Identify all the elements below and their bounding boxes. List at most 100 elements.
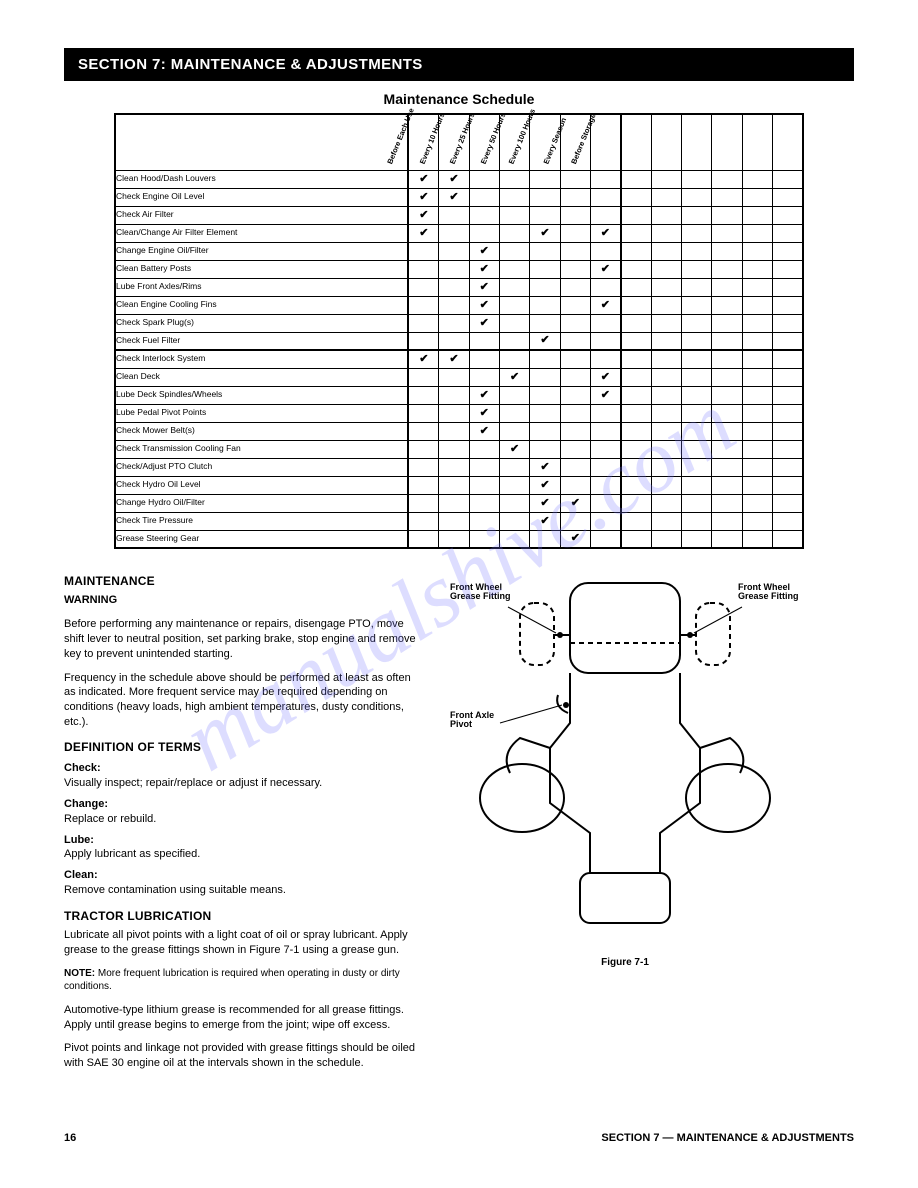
- check-cell: [712, 386, 742, 404]
- check-cell: [742, 170, 772, 188]
- item-label-cell: Clean Engine Cooling Fins: [115, 296, 408, 314]
- check-cell: [408, 440, 438, 458]
- table-head: Before Each UseEvery 10 HoursEvery 25 Ho…: [115, 114, 803, 170]
- check-cell: [560, 188, 590, 206]
- check-cell: [530, 242, 560, 260]
- check-cell: [530, 314, 560, 332]
- check-cell: [499, 242, 529, 260]
- check-cell: [408, 368, 438, 386]
- check-cell: [712, 224, 742, 242]
- check-cell: [773, 170, 803, 188]
- check-cell: [651, 494, 681, 512]
- table-row: Grease Steering Gear✔: [115, 530, 803, 548]
- check-cell: ✔: [469, 260, 499, 278]
- section-header-bar: SECTION 7: MAINTENANCE & ADJUSTMENTS: [64, 48, 854, 81]
- check-cell: ✔: [469, 404, 499, 422]
- check-cell: [742, 260, 772, 278]
- check-cell: [773, 368, 803, 386]
- check-cell: [773, 350, 803, 368]
- checkmark-icon: ✔: [480, 299, 489, 312]
- check-cell: [621, 206, 651, 224]
- check-cell: [408, 476, 438, 494]
- check-cell: [682, 170, 712, 188]
- check-cell: ✔: [530, 458, 560, 476]
- check-cell: [469, 206, 499, 224]
- check-cell: ✔: [560, 530, 590, 548]
- col-head: [773, 114, 803, 170]
- check-cell: [621, 224, 651, 242]
- check-cell: [560, 206, 590, 224]
- check-cell: [682, 494, 712, 512]
- check-cell: [560, 350, 590, 368]
- check-cell: [590, 458, 620, 476]
- check-cell: [621, 170, 651, 188]
- lub-extra2: Pivot points and linkage not provided wi…: [64, 1041, 424, 1071]
- check-cell: [439, 206, 469, 224]
- check-cell: [651, 458, 681, 476]
- check-cell: [439, 242, 469, 260]
- table-row: Check/Adjust PTO Clutch✔: [115, 458, 803, 476]
- check-cell: [439, 224, 469, 242]
- check-cell: [560, 314, 590, 332]
- check-cell: [651, 188, 681, 206]
- def-term: Lube:: [64, 833, 424, 848]
- section-header-text: SECTION 7: MAINTENANCE & ADJUSTMENTS: [78, 56, 423, 73]
- check-cell: [682, 350, 712, 368]
- item-label-cell: Check Transmission Cooling Fan: [115, 440, 408, 458]
- table-row: Lube Pedal Pivot Points✔: [115, 404, 803, 422]
- check-cell: [439, 386, 469, 404]
- footer-page-number: 16: [64, 1132, 76, 1144]
- check-cell: [499, 188, 529, 206]
- checkmark-icon: ✔: [419, 191, 428, 204]
- check-cell: [439, 314, 469, 332]
- def-text: Visually inspect; repair/replace or adju…: [64, 776, 424, 791]
- check-cell: ✔: [469, 242, 499, 260]
- checkmark-icon: ✔: [419, 173, 428, 186]
- page: SECTION 7: MAINTENANCE & ADJUSTMENTS Mai…: [0, 0, 918, 1120]
- check-cell: [469, 188, 499, 206]
- check-cell: [590, 422, 620, 440]
- check-cell: [773, 512, 803, 530]
- tractor-diagram-block: Front WheelGrease Fitting Front WheelGre…: [450, 573, 800, 1080]
- check-cell: ✔: [530, 332, 560, 350]
- check-cell: [590, 440, 620, 458]
- check-cell: ✔: [408, 206, 438, 224]
- table-row: Check Interlock System✔✔: [115, 350, 803, 368]
- check-cell: [621, 314, 651, 332]
- item-label-cell: Check Interlock System: [115, 350, 408, 368]
- check-cell: ✔: [439, 188, 469, 206]
- check-cell: [439, 440, 469, 458]
- lub-heading: TRACTOR LUBRICATION: [64, 908, 424, 924]
- check-cell: [621, 350, 651, 368]
- check-cell: [712, 242, 742, 260]
- check-cell: ✔: [560, 494, 590, 512]
- check-cell: [560, 332, 590, 350]
- check-cell: [742, 494, 772, 512]
- check-cell: [439, 296, 469, 314]
- checkmark-icon: ✔: [510, 443, 519, 456]
- checkmark-icon: ✔: [480, 317, 489, 330]
- check-cell: [590, 278, 620, 296]
- check-cell: [439, 422, 469, 440]
- check-cell: [590, 188, 620, 206]
- item-label-cell: Clean Hood/Dash Louvers: [115, 170, 408, 188]
- check-cell: ✔: [530, 512, 560, 530]
- check-cell: [590, 170, 620, 188]
- check-cell: [742, 530, 772, 548]
- check-cell: [530, 170, 560, 188]
- check-cell: ✔: [590, 368, 620, 386]
- check-cell: [742, 368, 772, 386]
- check-cell: [773, 314, 803, 332]
- check-cell: [530, 278, 560, 296]
- check-cell: ✔: [590, 296, 620, 314]
- check-cell: [590, 512, 620, 530]
- table-row: Change Hydro Oil/Filter✔✔: [115, 494, 803, 512]
- check-cell: [560, 440, 590, 458]
- check-cell: [712, 476, 742, 494]
- check-cell: [469, 368, 499, 386]
- check-cell: [651, 476, 681, 494]
- schedule-title: Maintenance Schedule: [64, 91, 854, 107]
- checkmark-icon: ✔: [540, 227, 549, 240]
- table-row: Clean Hood/Dash Louvers✔✔: [115, 170, 803, 188]
- check-cell: ✔: [590, 260, 620, 278]
